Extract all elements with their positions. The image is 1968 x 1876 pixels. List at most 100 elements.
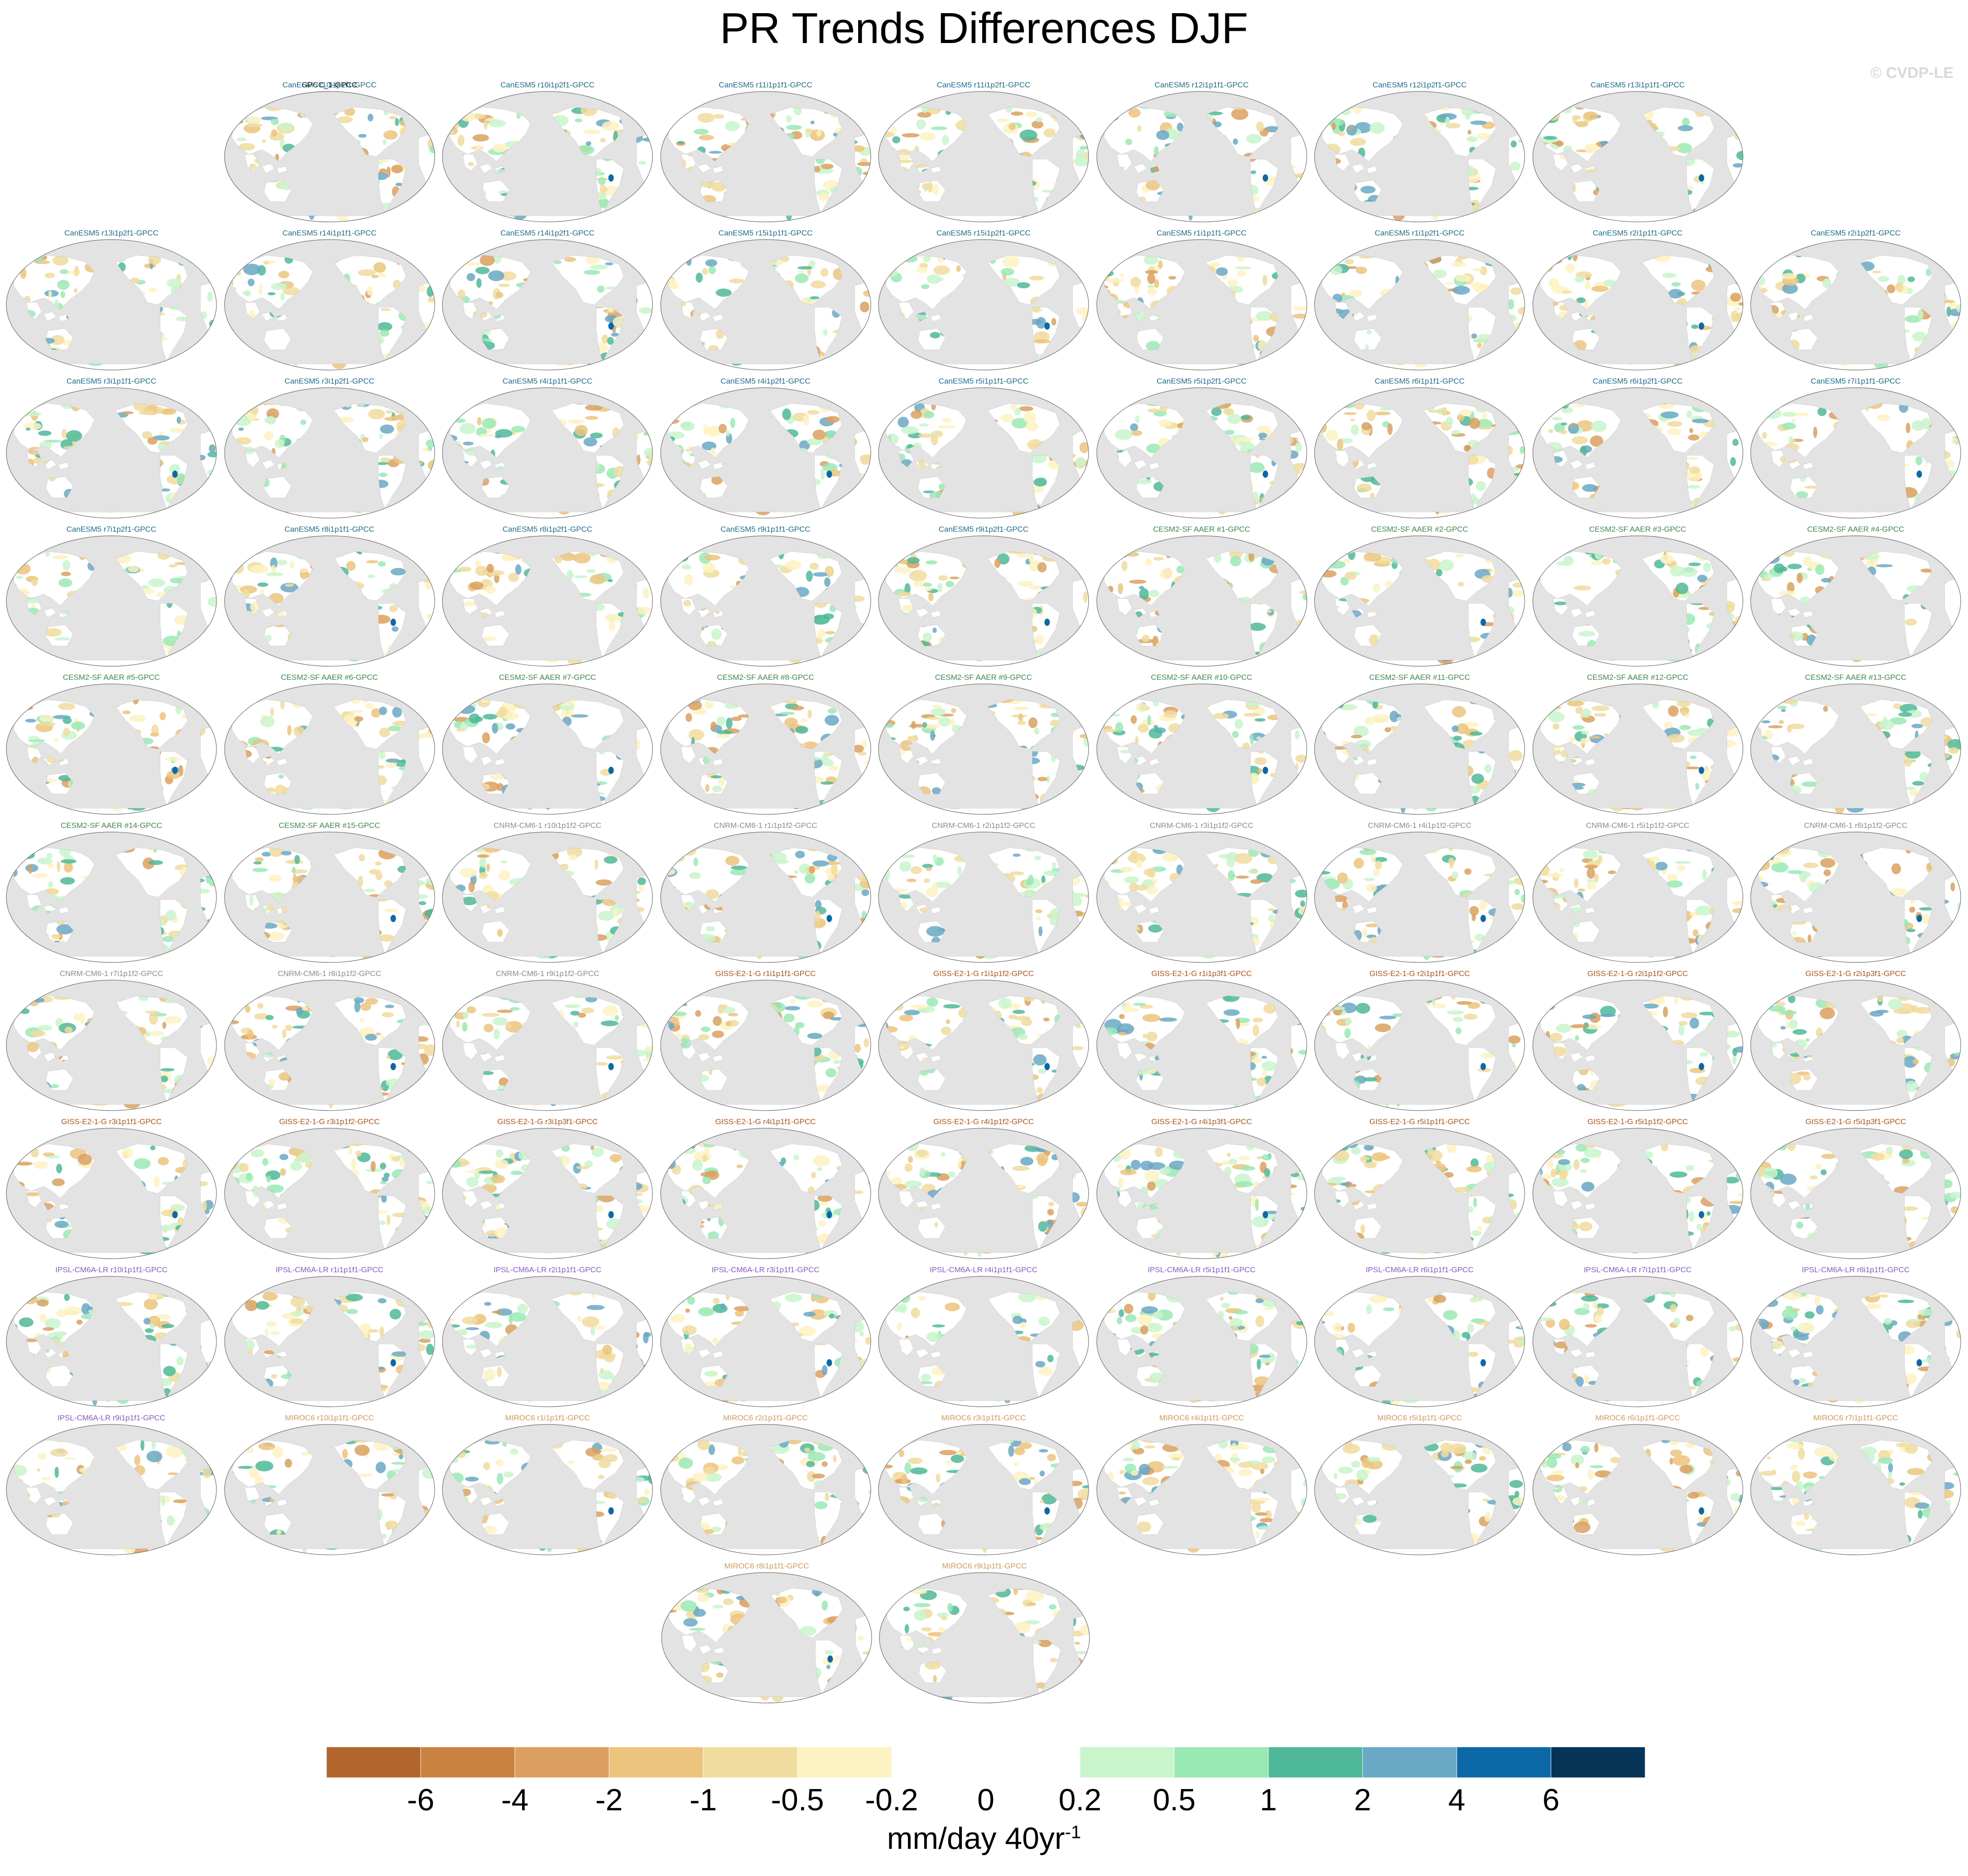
colorbar-swatch (891, 1747, 986, 1778)
panel-title: GISS-E2-1-G r4i1p1f2-GPCC (933, 1117, 1034, 1126)
colorbar-tick-label: -1 (689, 1783, 717, 1817)
map-panel: CanESM5 r14i1p1f1-GPCC (224, 229, 436, 371)
panel-title: CESM2-SF AAER #15-GPCC (278, 821, 380, 830)
world-map (878, 832, 1089, 963)
map-panel: GISS-E2-1-G r1i1p1f2-GPCC (878, 969, 1090, 1111)
map-outline (1096, 980, 1307, 1111)
map-outline (6, 239, 217, 370)
map-panel: GISS-E2-1-G r2i1p1f2-GPCC (1532, 969, 1744, 1111)
world-map (442, 387, 653, 519)
colorbar-swatch (703, 1747, 798, 1778)
world-map (1314, 239, 1525, 370)
map-outline (442, 535, 653, 667)
map-outline (6, 535, 217, 667)
map-panel: CanESM5 r10i1p1f1-GPCC (224, 81, 436, 223)
world-map (878, 387, 1089, 519)
panel-title: GISS-E2-1-G r2i1p1f1-GPCC (1369, 969, 1470, 978)
world-map (1532, 535, 1743, 667)
panel-title: CESM2-SF AAER #9-GPCC (935, 673, 1032, 682)
map-panel: CNRM-CM6-1 r9i1p1f2-GPCC (442, 969, 653, 1111)
panel-title: IPSL-CM6A-LR r5i1p1f1-GPCC (1147, 1265, 1256, 1274)
panel-title: CanESM5 r7i1p2f1-GPCC (66, 525, 157, 534)
world-map (1314, 683, 1525, 815)
panel-title: GISS-E2-1-G r5i1p1f1-GPCC (1369, 1117, 1470, 1126)
map-outline (660, 1276, 871, 1407)
world-map (878, 535, 1089, 667)
map-outline (1314, 535, 1525, 667)
map-panel: CNRM-CM6-1 r3i1p1f2-GPCC (1096, 821, 1308, 963)
map-panel: GISS-E2-1-G r3i1p1f2-GPCC (224, 1117, 436, 1260)
map-panel: CanESM5 r4i1p2f1-GPCC (660, 377, 872, 519)
world-map (1750, 832, 1961, 963)
map-panel: CanESM5 r6i1p1f1-GPCC (1314, 377, 1526, 519)
world-map (442, 1276, 653, 1407)
world-map (1532, 1128, 1743, 1259)
panel-title: CESM2-SF AAER #14-GPCC (61, 821, 162, 830)
panel-title: CanESM5 r5i1p1f1-GPCC (938, 377, 1029, 385)
panel-title: CanESM5 r14i1p1f1-GPCC (282, 229, 377, 237)
world-map (1750, 683, 1961, 815)
world-map (660, 239, 871, 370)
colorbar-tick-label: 2 (1354, 1783, 1371, 1817)
map-panel: CESM2-SF AAER #12-GPCC (1532, 673, 1744, 815)
colorbar-swatches (326, 1747, 1645, 1778)
colorbar-swatch (1550, 1747, 1645, 1778)
panel-title: MIROC6 r6i1p1f1-GPCC (1595, 1414, 1680, 1422)
map-outline (660, 683, 871, 815)
map-panel: IPSL-CM6A-LR r1i1p1f1-GPCC (224, 1265, 436, 1408)
map-outline (878, 1276, 1089, 1407)
panel-title: MIROC6 r5i1p1f1-GPCC (1377, 1414, 1462, 1422)
panel-title: CanESM5 r10i1p2f1-GPCC (500, 81, 595, 89)
panel-title: CESM2-SF AAER #10-GPCC (1151, 673, 1253, 682)
panel-title: CanESM5 r12i1p2f1-GPCC (1373, 81, 1467, 89)
panel-title: CNRM-CM6-1 r10i1p1f2-GPCC (493, 821, 602, 830)
map-outline (879, 1572, 1090, 1703)
panel-title: GISS-E2-1-G r1i1p3f1-GPCC (1151, 969, 1252, 978)
map-panel: MIROC6 r4i1p1f1-GPCC (1096, 1414, 1308, 1556)
world-map (442, 980, 653, 1111)
map-outline (224, 239, 435, 370)
watermark: © CVDP-LE (1870, 64, 1954, 82)
world-map (442, 91, 653, 222)
map-outline (660, 239, 871, 370)
world-map (6, 683, 217, 815)
panel-title: IPSL-CM6A-LR r1i1p1f1-GPCC (275, 1265, 384, 1274)
map-panel: CanESM5 r5i1p1f1-GPCC (878, 377, 1090, 519)
panel-title: CNRM-CM6-1 r8i1p1f2-GPCC (278, 969, 381, 978)
map-outline (6, 683, 217, 815)
map-panel: IPSL-CM6A-LR r5i1p1f1-GPCC (1096, 1265, 1308, 1408)
map-outline (224, 1424, 435, 1555)
world-map (6, 387, 217, 519)
map-panel-grid: GPCC_1-GPCC CanESM5 r10i1p1f1-GPCC CanESM5… (6, 81, 1961, 1703)
map-panel: CanESM5 r4i1p1f1-GPCC (442, 377, 653, 519)
panel-title: CanESM5 r9i1p2f1-GPCC (938, 525, 1029, 534)
colorbar-swatch (514, 1747, 610, 1778)
panel-title: IPSL-CM6A-LR r10i1p1f1-GPCC (55, 1265, 168, 1274)
map-outline (1096, 239, 1307, 370)
map-outline (442, 832, 653, 963)
map-outline (878, 832, 1089, 963)
panel-title: GISS-E2-1-G r5i1p3f1-GPCC (1805, 1117, 1906, 1126)
world-map (442, 683, 653, 815)
map-outline (1532, 1128, 1743, 1259)
panel-title: CESM2-SF AAER #13-GPCC (1805, 673, 1906, 682)
map-panel: GISS-E2-1-G r5i1p1f1-GPCC (1314, 1117, 1526, 1260)
map-panel: CanESM5 r1i1p2f1-GPCC (1314, 229, 1526, 371)
panel-title: CanESM5 r11i1p2f1-GPCC (936, 81, 1031, 89)
world-map (1096, 832, 1307, 963)
colorbar-tick-label: -4 (501, 1783, 529, 1817)
map-outline (442, 683, 653, 815)
map-outline (1096, 1424, 1307, 1555)
panel-title: GISS-E2-1-G r3i1p1f2-GPCC (279, 1117, 380, 1126)
panel-title: CanESM5 r8i1p2f1-GPCC (502, 525, 593, 534)
world-map (1750, 1276, 1961, 1407)
world-map (660, 683, 871, 815)
map-panel: CanESM5 r15i1p2f1-GPCC (878, 229, 1090, 371)
map-panel: GISS-E2-1-G r2i1p1f1-GPCC (1314, 969, 1526, 1111)
map-outline (1314, 91, 1525, 222)
panel-title: GISS-E2-1-G r4i1p1f1-GPCC (715, 1117, 816, 1126)
panel-title: CESM2-SF AAER #5-GPCC (62, 673, 160, 682)
world-map (1096, 239, 1307, 370)
map-panel: GISS-E2-1-G r4i1p3f1-GPCC (1096, 1117, 1308, 1260)
world-map (6, 239, 217, 370)
